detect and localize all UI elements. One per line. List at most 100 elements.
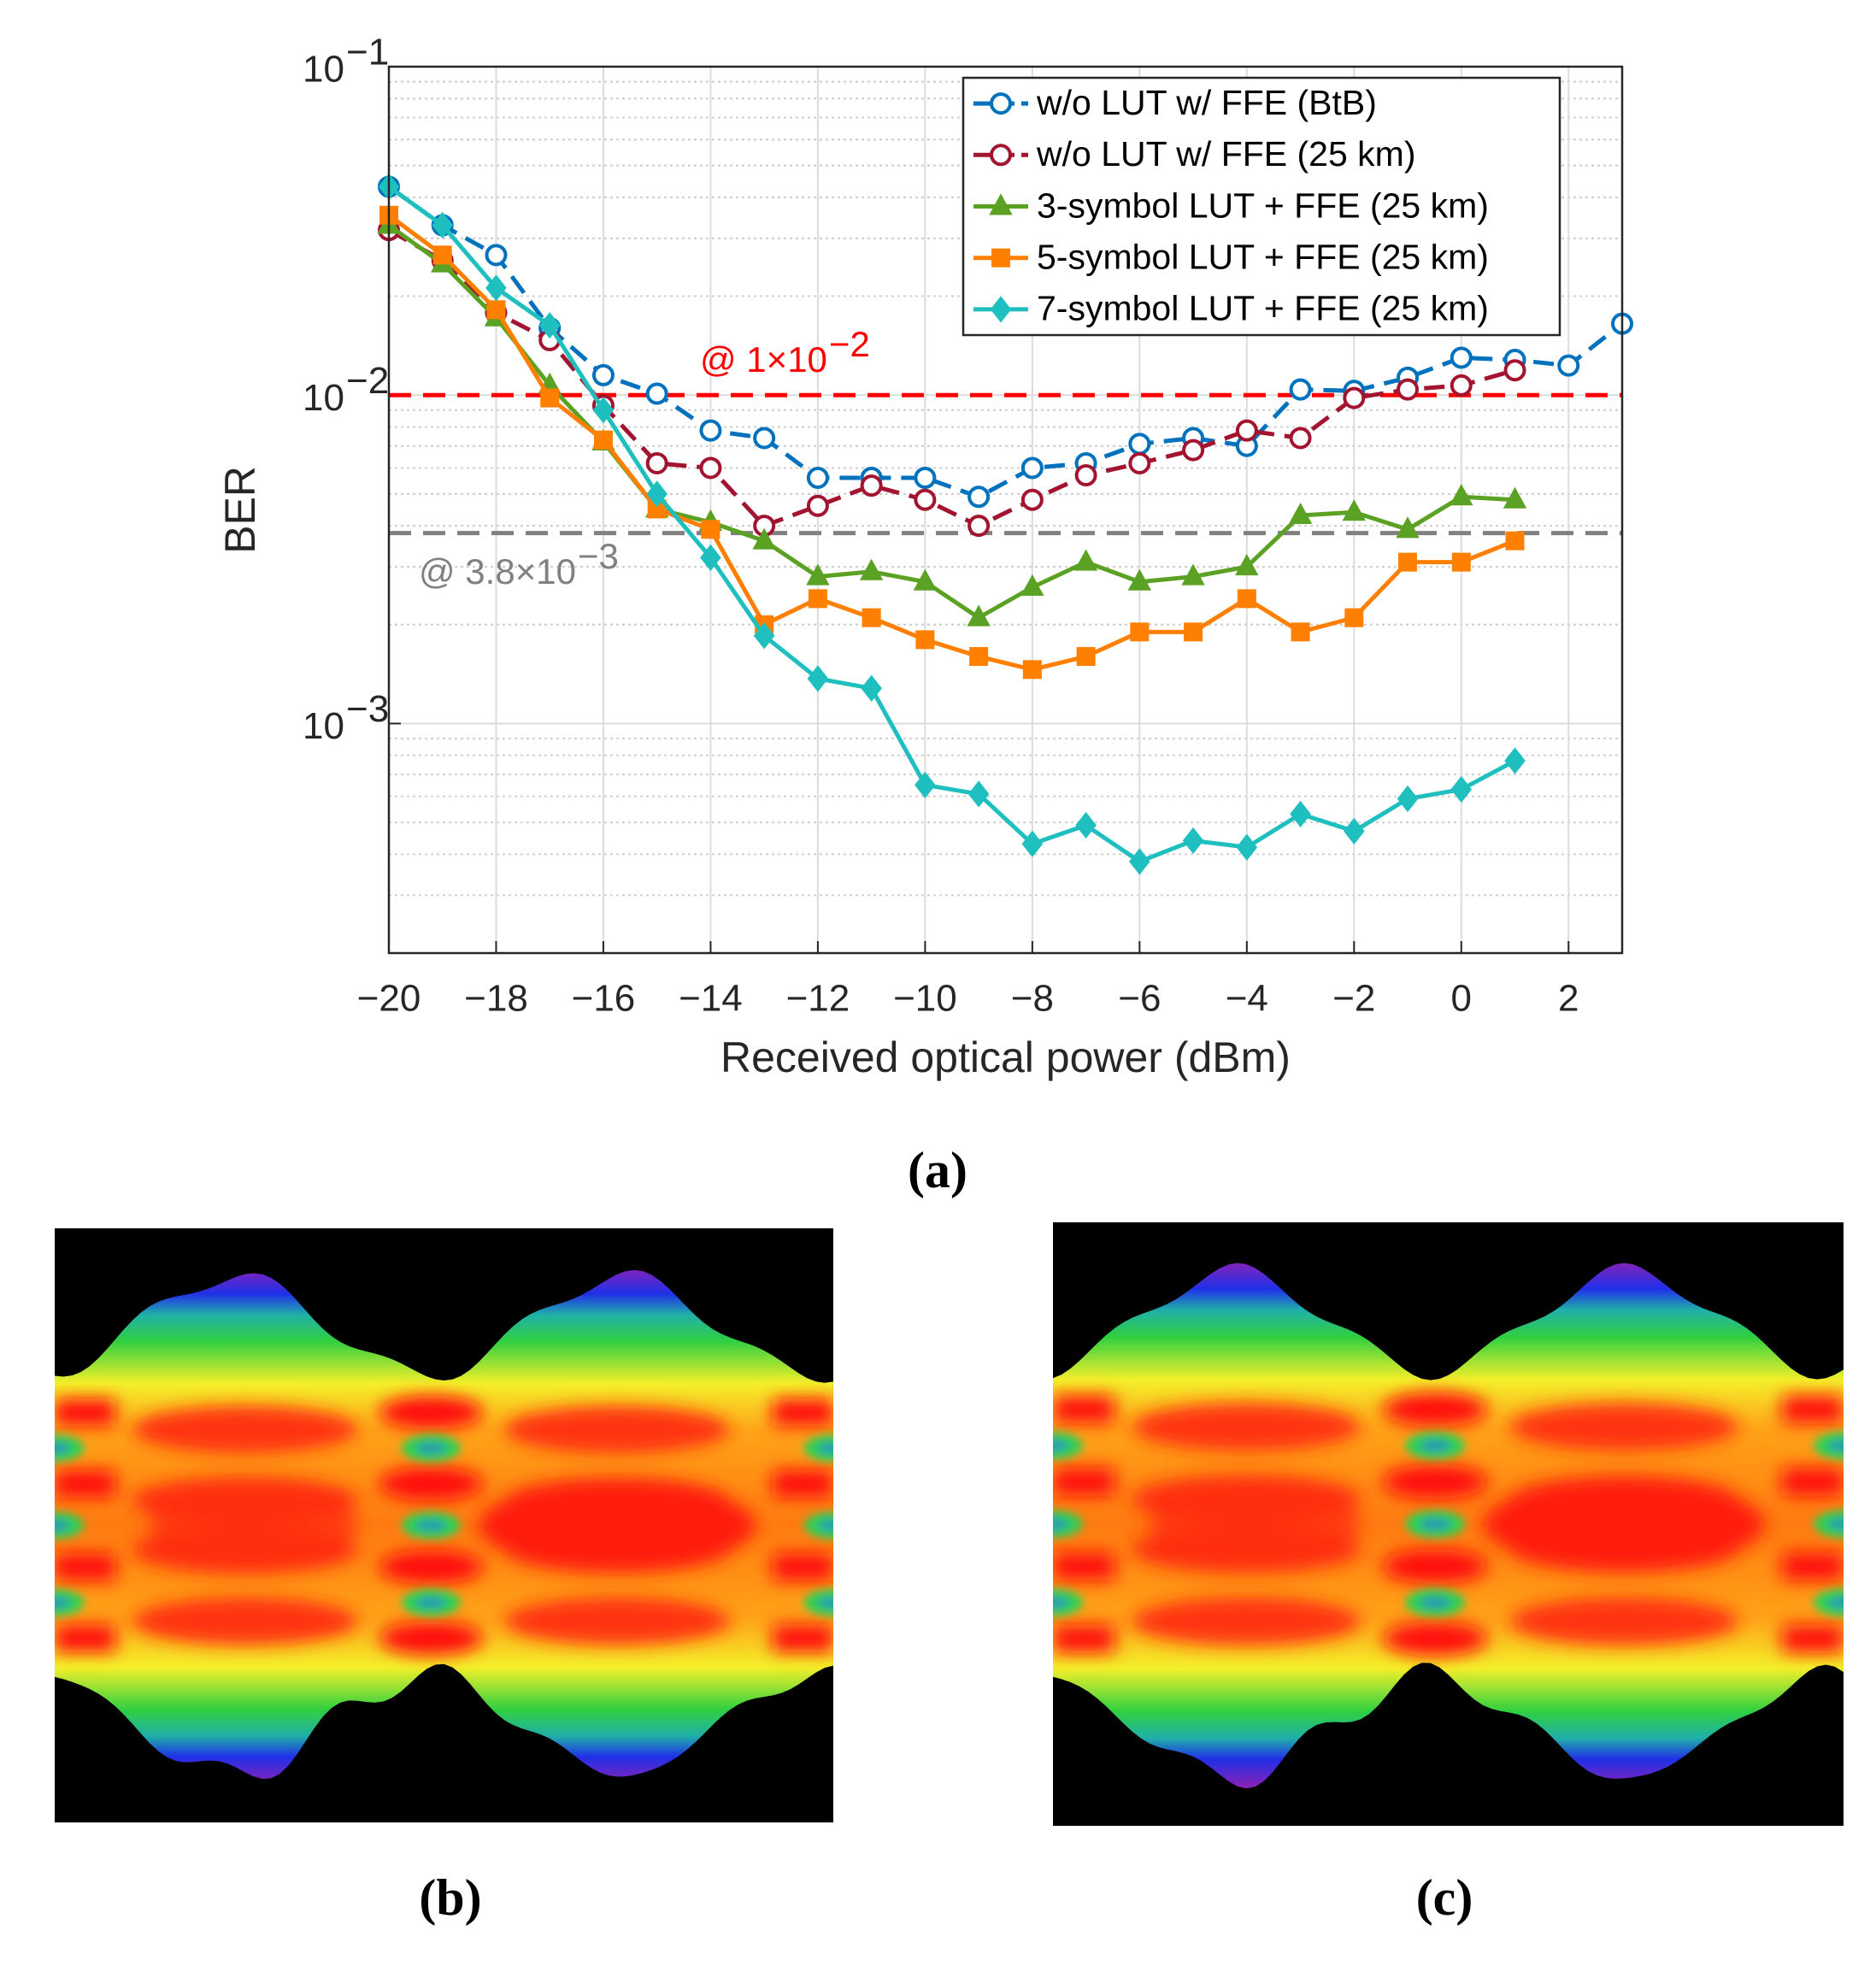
caption: (c) bbox=[1416, 1869, 1473, 1926]
eye-red-band bbox=[1053, 1468, 1114, 1496]
marker bbox=[700, 544, 721, 571]
series-line bbox=[387, 185, 1516, 864]
eye-red-blob bbox=[504, 1405, 730, 1454]
eye-red-blob bbox=[1382, 1621, 1488, 1657]
eye-opening bbox=[415, 1519, 447, 1532]
marker bbox=[646, 480, 667, 508]
marker bbox=[1450, 484, 1473, 506]
marker bbox=[1128, 451, 1151, 474]
eye-opening bbox=[1053, 1510, 1083, 1539]
marker bbox=[914, 466, 937, 489]
eye-red-band bbox=[55, 1624, 115, 1652]
y-tick-exponent: −1 bbox=[346, 32, 389, 74]
marker bbox=[969, 647, 989, 667]
marker bbox=[1184, 622, 1203, 642]
marker bbox=[1237, 589, 1256, 609]
eye-opening bbox=[817, 1519, 833, 1532]
eye-opening bbox=[1053, 1517, 1069, 1531]
eye-opening bbox=[1419, 1596, 1451, 1609]
eye-opening bbox=[803, 1511, 833, 1539]
eye-red-blob bbox=[150, 1491, 358, 1560]
eye-diagram bbox=[55, 1228, 833, 1823]
x-tick-label: −14 bbox=[679, 978, 743, 1020]
legend-marker bbox=[990, 296, 1012, 323]
marker bbox=[1129, 848, 1150, 875]
legend-label: 7-symbol LUT + FFE (25 km) bbox=[1037, 289, 1489, 328]
eye-red-band bbox=[773, 1624, 833, 1652]
eye-red-band bbox=[55, 1553, 115, 1581]
x-tick-label: −20 bbox=[357, 978, 421, 1020]
eye-red-blob bbox=[1132, 1402, 1361, 1451]
marker bbox=[1020, 456, 1044, 480]
marker bbox=[915, 630, 935, 650]
marker bbox=[1398, 552, 1418, 572]
marker bbox=[1342, 499, 1366, 521]
reference-label: @ 1×10 bbox=[700, 339, 827, 380]
eye-red-blob bbox=[132, 1405, 358, 1454]
eye-red-band bbox=[773, 1398, 833, 1427]
x-axis-label: Received optical power (dBm) bbox=[720, 1033, 1291, 1081]
eye-red-band bbox=[55, 1469, 115, 1498]
marker bbox=[1503, 359, 1526, 382]
eye-red-band bbox=[1782, 1552, 1844, 1580]
marker bbox=[1450, 775, 1473, 803]
marker bbox=[1344, 608, 1364, 627]
series-line bbox=[387, 213, 1516, 672]
marker bbox=[1505, 531, 1525, 550]
marker bbox=[1073, 549, 1098, 571]
marker bbox=[485, 274, 507, 302]
eye-opening bbox=[55, 1588, 85, 1616]
eye-red-blob bbox=[1483, 1480, 1765, 1568]
plot: −20 −18 −16 −14 −12 −10 −8 −6 −4 −2 0 210−310−210−1… bbox=[216, 32, 1633, 1081]
marker bbox=[701, 520, 720, 539]
marker bbox=[967, 515, 991, 538]
marker bbox=[1397, 378, 1420, 401]
eye-red-band bbox=[1053, 1395, 1114, 1424]
reference-exponent: −2 bbox=[829, 324, 870, 364]
marker bbox=[1289, 378, 1312, 401]
eye-red-blob bbox=[379, 1621, 484, 1656]
marker bbox=[432, 245, 452, 265]
eye-body bbox=[55, 1269, 833, 1780]
marker bbox=[1182, 439, 1205, 462]
marker bbox=[1396, 516, 1420, 539]
x-tick-label: −16 bbox=[572, 978, 636, 1020]
marker bbox=[593, 430, 613, 450]
x-tick-label: −4 bbox=[1226, 978, 1268, 1020]
eye-opening bbox=[817, 1442, 833, 1455]
marker bbox=[1074, 464, 1097, 487]
marker bbox=[591, 363, 615, 386]
plot-frame bbox=[387, 65, 1624, 955]
eye-red-blob bbox=[1382, 1464, 1488, 1499]
eye-opening bbox=[55, 1434, 85, 1463]
eye-red-blob bbox=[478, 1482, 756, 1569]
eye-opening bbox=[1053, 1432, 1083, 1460]
eye-red-band bbox=[1053, 1625, 1114, 1653]
marker bbox=[1128, 433, 1151, 456]
eye-red-blob bbox=[379, 1550, 484, 1585]
x-tick-label: −6 bbox=[1118, 978, 1161, 1020]
legend-marker bbox=[990, 92, 1012, 115]
y-tick-label: 10 bbox=[303, 705, 344, 747]
marker bbox=[806, 466, 829, 489]
marker bbox=[1557, 354, 1580, 377]
eye-red-band bbox=[773, 1469, 833, 1498]
marker bbox=[1075, 811, 1097, 839]
eye-opening bbox=[1053, 1588, 1083, 1616]
x-tick-label: −18 bbox=[464, 978, 528, 1020]
eye-opening bbox=[803, 1434, 833, 1463]
marker bbox=[807, 665, 829, 692]
eye-opening bbox=[1053, 1596, 1069, 1609]
x-tick-label: −8 bbox=[1011, 978, 1054, 1020]
x-tick-label: 2 bbox=[1558, 978, 1579, 1020]
marker bbox=[1236, 833, 1258, 861]
series-line bbox=[387, 228, 1516, 528]
marker bbox=[1504, 747, 1526, 774]
marker bbox=[699, 456, 722, 480]
marker bbox=[806, 494, 829, 517]
eye-opening bbox=[1053, 1439, 1069, 1452]
marker bbox=[914, 488, 937, 511]
eye-opening bbox=[1814, 1510, 1844, 1539]
marker bbox=[967, 604, 991, 627]
